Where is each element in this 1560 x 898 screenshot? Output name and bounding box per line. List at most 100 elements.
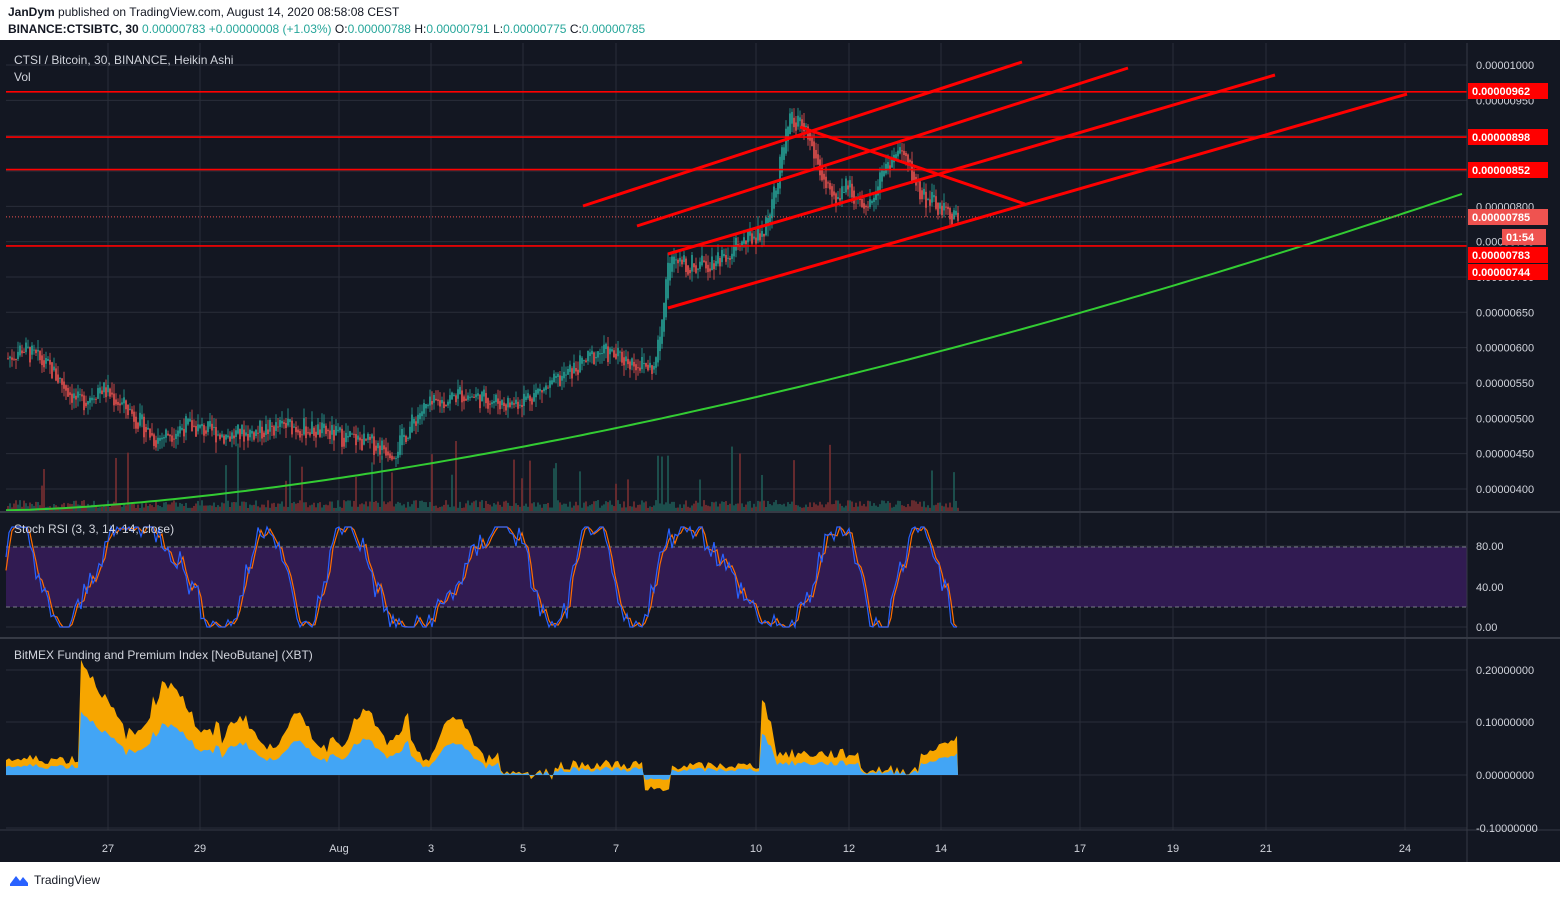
volume-bar — [659, 503, 661, 511]
volume-bar — [477, 507, 479, 511]
candle-body — [253, 432, 255, 440]
volume-bar — [565, 503, 567, 511]
volume-bar — [215, 507, 217, 511]
candle-body — [505, 404, 507, 411]
price-tag-label: 0.00000962 — [1472, 86, 1530, 98]
volume-bar — [209, 505, 211, 511]
candle-body — [487, 398, 489, 409]
tradingview-brand[interactable]: TradingView — [34, 873, 101, 887]
volume-bar — [871, 505, 873, 511]
candle-body — [773, 186, 775, 209]
volume-bar — [623, 501, 625, 511]
candle-body — [51, 362, 53, 379]
volume-bar — [247, 507, 249, 511]
volume-bar — [393, 506, 395, 511]
candle-body — [543, 388, 545, 392]
author-name[interactable]: JanDym — [8, 5, 55, 19]
volume-bar — [473, 501, 475, 511]
candle-body — [203, 425, 205, 436]
volume-bar — [619, 503, 621, 511]
volume-bar — [197, 500, 199, 511]
candle-body — [39, 350, 41, 361]
volume-bar — [933, 505, 935, 511]
candle-body — [389, 453, 391, 459]
candle-body — [651, 365, 653, 374]
channel-trendline — [799, 125, 1026, 206]
publish-info: JanDym published on TradingView.com, Aug… — [8, 5, 399, 19]
volume-bar — [927, 505, 929, 511]
volume-bar — [137, 504, 139, 511]
publish-header: JanDym published on TradingView.com, Aug… — [0, 0, 1560, 40]
candle-body — [361, 438, 363, 451]
volume-bar — [671, 501, 673, 511]
volume-bar — [333, 507, 335, 511]
volume-bar — [313, 502, 315, 511]
volume-bar — [369, 501, 371, 511]
chart-canvas[interactable]: CTSI / Bitcoin, 30, BINANCE, Heikin Ashi… — [0, 40, 1560, 862]
candle-body — [89, 397, 91, 403]
volume-bar — [223, 503, 225, 511]
candle-body — [213, 426, 215, 428]
volume-bar — [701, 506, 703, 511]
candle-body — [231, 432, 233, 439]
price-pane[interactable]: CTSI / Bitcoin, 30, BINANCE, Heikin Ashi… — [5, 53, 1467, 512]
volume-label: Vol — [14, 70, 31, 84]
candle-body — [165, 429, 167, 438]
trendline-drawings[interactable] — [6, 60, 1467, 310]
candle-body — [643, 363, 645, 365]
candle-body — [147, 427, 149, 430]
volume-bar — [925, 507, 927, 511]
volume-bar — [183, 506, 185, 511]
volume-bar — [953, 472, 955, 511]
volume-bar — [217, 505, 219, 511]
candle-body — [117, 401, 119, 405]
candle-body — [577, 369, 579, 375]
tradingview-logo-icon[interactable] — [8, 872, 30, 888]
volume-bar — [495, 504, 497, 511]
channel-trendline — [667, 92, 1408, 310]
volume-bar — [23, 500, 25, 511]
candle-body — [443, 401, 445, 409]
volume-bar — [607, 502, 609, 511]
candle-body — [435, 398, 437, 401]
volume-bar — [537, 502, 539, 511]
volume-bar — [403, 504, 405, 511]
stoch-rsi-pane[interactable]: Stoch RSI (3, 3, 14, 14, close) — [5, 522, 1467, 630]
volume-bar — [129, 504, 131, 511]
volume-bar — [825, 504, 827, 511]
volume-bar — [617, 500, 619, 511]
stoch-tick-label: 0.00 — [1476, 622, 1497, 634]
candle-body — [503, 402, 505, 406]
funding-pane[interactable]: BitMEX Funding and Premium Index [NeoBut… — [6, 648, 958, 792]
time-axis[interactable]: 27 29 Aug 3 5 7 10 12 14 17 19 21 24 — [102, 843, 1411, 855]
candle-body — [649, 362, 651, 368]
candle-body — [885, 163, 887, 174]
volume-bar — [329, 501, 331, 511]
candle-body — [693, 263, 695, 268]
candle-body — [629, 361, 631, 370]
candle-body — [161, 437, 163, 440]
volume-bar — [931, 470, 933, 511]
volume-bar — [305, 502, 307, 511]
channel-trendline — [667, 73, 1276, 256]
candle-body — [507, 397, 509, 408]
candle-body — [705, 261, 707, 269]
volume-bar — [381, 455, 383, 511]
candle-body — [715, 261, 717, 267]
candle-body — [97, 388, 99, 399]
volume-bar — [849, 500, 851, 511]
volume-bar — [243, 501, 245, 511]
candle-body — [81, 394, 83, 397]
volume-bar — [731, 446, 733, 511]
volume-bar — [707, 505, 709, 511]
candle-body — [559, 375, 561, 386]
candle-body — [927, 198, 929, 200]
candle-body — [783, 147, 785, 160]
price-axis[interactable]: 0.000010000.000009500.000009000.00000850… — [1468, 60, 1548, 835]
volume-bar — [289, 455, 291, 511]
candle-body — [125, 400, 127, 410]
candle-body — [943, 202, 945, 211]
volume-bar — [829, 444, 831, 511]
high-label: H: — [414, 22, 427, 36]
candle-body — [315, 431, 317, 438]
